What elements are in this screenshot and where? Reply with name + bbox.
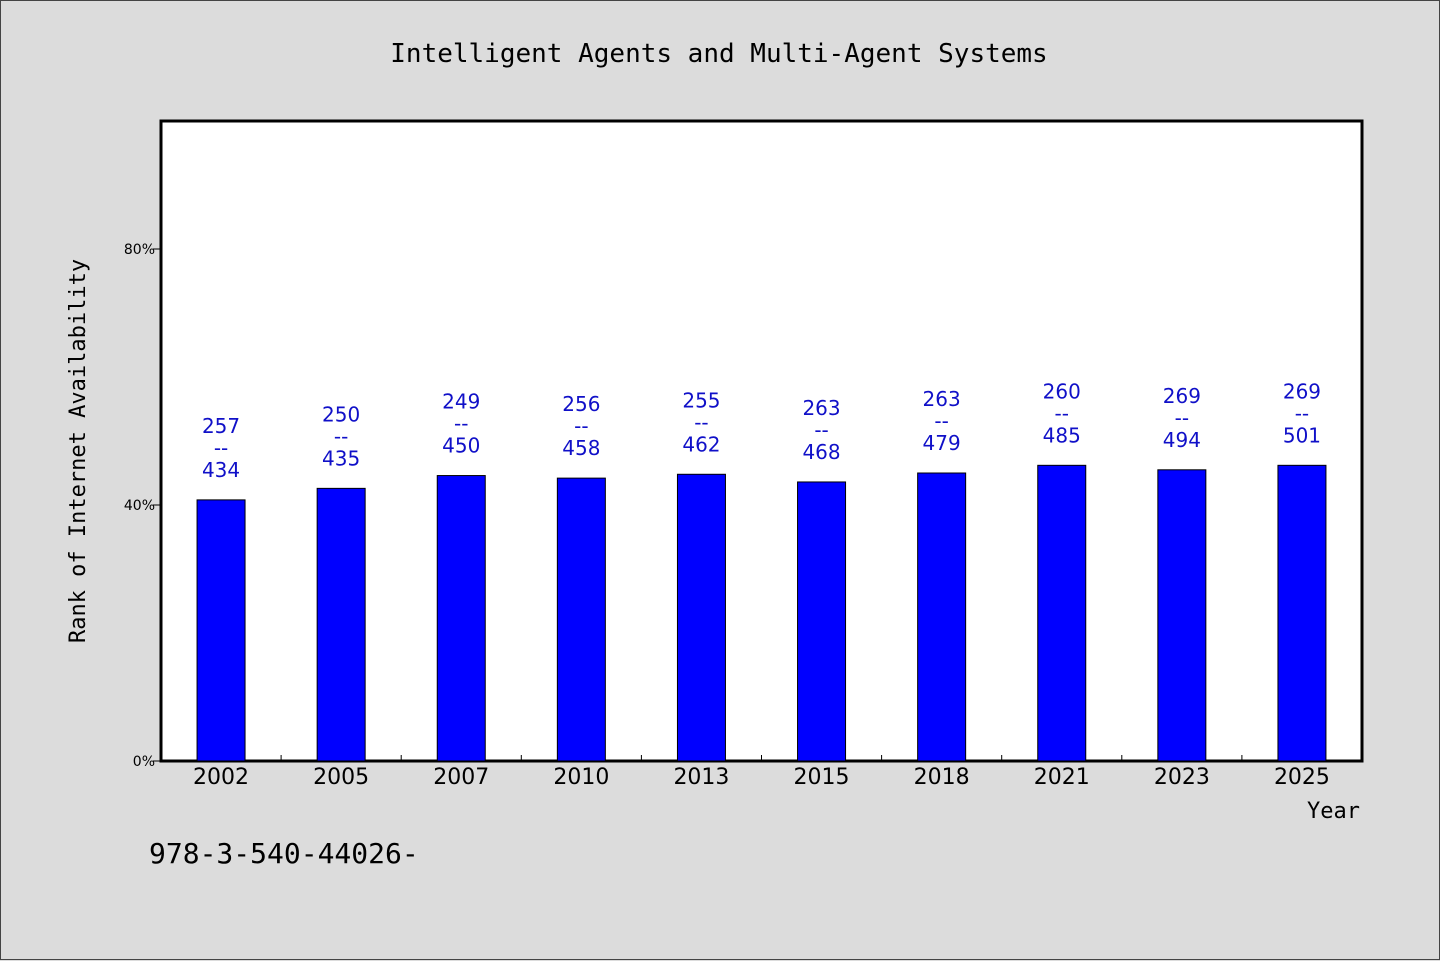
bar-label-top: 257 [202,414,240,438]
x-tick-label: 2010 [553,765,609,790]
bar-label-separator: -- [334,424,348,448]
bar-2023 [1157,469,1207,762]
bar-label-separator: -- [1295,401,1309,425]
y-tick-label: 0% [133,754,155,770]
bar-label-top: 250 [322,402,360,426]
bar-label-separator: -- [574,414,588,438]
bar-2005 [316,487,366,762]
bar-label-separator: -- [1055,401,1069,425]
x-tick-label: 2015 [794,765,850,790]
x-tick-label: 2023 [1154,765,1210,790]
y-axis: 0% 40% 80% [124,242,161,770]
bar-label-bottom: 468 [802,440,840,464]
x-tick-label: 2002 [193,765,249,790]
x-tick-label: 2013 [673,765,729,790]
bar-label-bottom: 450 [442,434,480,458]
bar-2021 [1037,464,1087,762]
bar-label-separator: -- [934,409,948,433]
footer-isbn-text: 978-3-540-44026- [149,837,419,870]
bar-label-separator: -- [454,412,468,436]
bar-label-bottom: 435 [322,446,360,470]
bar-labels: 257--434250--435249--450256--458255--462… [202,379,1321,482]
bar-label-bottom: 501 [1283,423,1321,447]
x-tick-label: 2005 [313,765,369,790]
bar-2025 [1277,464,1327,762]
bar-label-top: 256 [562,392,600,416]
x-tick-label: 2018 [914,765,970,790]
bar-label-bottom: 458 [562,436,600,460]
bar-label-top: 263 [802,396,840,420]
bars [196,464,1327,762]
bar-2015 [797,481,847,762]
bar-label-top: 269 [1283,379,1321,403]
bar-2007 [436,475,486,762]
x-tick-label: 2021 [1034,765,1090,790]
bar-label-separator: -- [214,436,228,460]
bar-label-separator: -- [1175,406,1189,430]
x-tick-label: 2007 [433,765,489,790]
bar-label-top: 249 [442,390,480,414]
bar-label-bottom: 485 [1043,423,1081,447]
bar-label-bottom: 434 [202,458,240,482]
y-axis-label: Rank of Internet Availability [66,259,91,643]
y-tick-label: 40% [124,498,155,514]
x-axis-label: Year [1307,799,1360,824]
y-tick-label: 80% [124,242,155,258]
x-tick-label: 2025 [1274,765,1330,790]
bar-2013 [676,473,726,762]
chart-title: Intelligent Agents and Multi-Agent Syste… [390,39,1047,69]
bar-label-separator: -- [694,410,708,434]
bar-2018 [917,472,967,762]
bar-label-bottom: 479 [923,431,961,455]
bar-2002 [196,499,246,762]
bar-label-top: 255 [682,388,720,412]
bar-2010 [556,477,606,762]
bar-label-top: 269 [1163,384,1201,408]
bar-label-bottom: 462 [682,432,720,456]
bar-label-bottom: 494 [1163,428,1201,452]
bar-label-separator: -- [814,418,828,442]
bar-label-top: 260 [1043,379,1081,403]
bar-label-top: 263 [923,387,961,411]
x-axis: 2002 2005 2007 2010 2013 2015 2018 2021 2023 2025 [193,755,1330,790]
